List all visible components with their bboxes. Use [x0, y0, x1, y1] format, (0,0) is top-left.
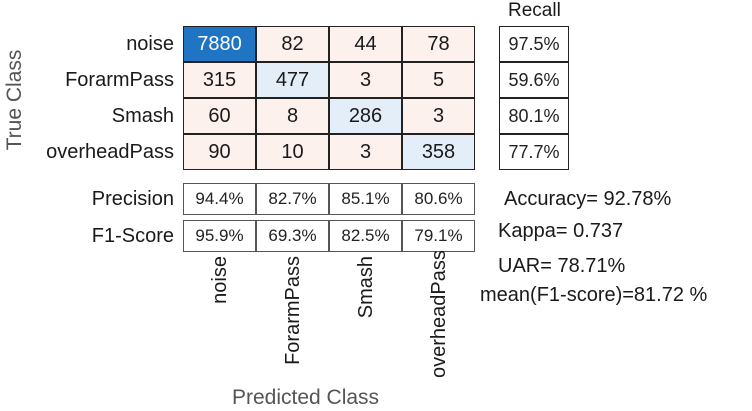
matrix-cell: 286 [329, 98, 402, 134]
f1-cell: 69.3% [256, 220, 329, 252]
recall-cell: 80.1% [499, 98, 569, 134]
matrix-cell: 44 [329, 26, 402, 62]
matrix-cell: 82 [256, 26, 329, 62]
row-label: noise [126, 33, 174, 55]
matrix-cell: 358 [402, 134, 475, 170]
precision-cell: 80.6% [402, 183, 475, 215]
matrix-cell: 8 [256, 98, 329, 134]
x-tick-label: ForarmPass [282, 256, 304, 365]
precision-cell: 85.1% [329, 183, 402, 215]
row-label: ForarmPass [65, 69, 174, 91]
matrix-cell: 477 [256, 62, 329, 98]
summary-stat: mean(F1-score)=81.72 % [480, 284, 708, 306]
row-label: Smash [111, 105, 174, 127]
matrix-cell: 78 [402, 26, 475, 62]
recall-cell: 97.5% [499, 26, 569, 62]
matrix-cell: 7880 [183, 26, 256, 62]
f1-label: F1-Score [91, 225, 174, 247]
x-tick-label: Smash [355, 256, 377, 319]
matrix-cell: 3 [329, 62, 402, 98]
recall-cell: 59.6% [499, 62, 569, 98]
matrix-cell: 90 [183, 134, 256, 170]
recall-cell: 77.7% [499, 134, 569, 170]
matrix-cell: 3 [329, 134, 402, 170]
summary-stat: UAR= 78.71% [498, 255, 626, 277]
x-tick-label: noise [209, 256, 231, 304]
summary-stat: Kappa= 0.737 [498, 220, 624, 242]
x-tick-label: overheadPass [428, 250, 450, 378]
matrix-cell: 315 [183, 62, 256, 98]
precision-cell: 82.7% [256, 183, 329, 215]
precision-label: Precision [91, 188, 174, 210]
row-label: overheadPass [46, 141, 174, 163]
f1-cell: 82.5% [329, 220, 402, 252]
matrix-cell: 60 [183, 98, 256, 134]
matrix-cell: 10 [256, 134, 329, 170]
x-axis-label: Predicted Class [232, 386, 380, 409]
summary-stat: Accuracy= 92.78% [504, 188, 672, 210]
recall-title: Recall [508, 0, 561, 21]
precision-cell: 94.4% [183, 183, 256, 215]
f1-cell: 79.1% [402, 220, 475, 252]
f1-cell: 95.9% [183, 220, 256, 252]
matrix-cell: 5 [402, 62, 475, 98]
matrix-cell: 3 [402, 98, 475, 134]
